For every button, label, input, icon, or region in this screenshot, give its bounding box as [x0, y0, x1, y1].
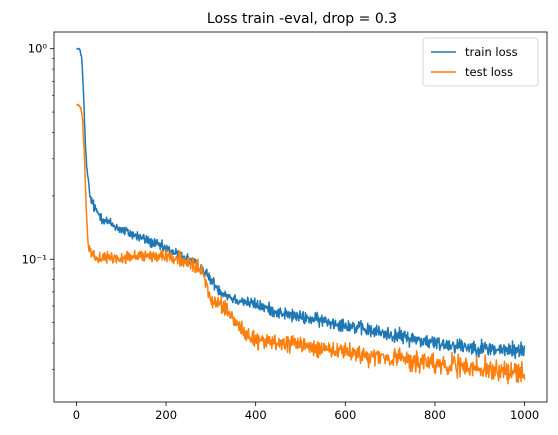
x-tick-label: 0: [73, 408, 80, 422]
x-axis: 0 200 400 600 800 1000: [73, 402, 539, 422]
series-line-1: [76, 103, 526, 385]
plot-area: [76, 47, 526, 385]
legend-box: [422, 37, 539, 87]
x-tick-label: 800: [424, 408, 446, 422]
chart-title: Loss train -eval, drop = 0.3: [207, 11, 397, 27]
y-tick-label: 10⁰: [28, 42, 48, 56]
axes-border: [53, 31, 548, 403]
legend-label: test loss: [465, 65, 513, 79]
series-line-0: [76, 47, 526, 360]
legend-label: train loss: [465, 45, 518, 59]
legend: train loss test loss: [422, 37, 539, 87]
x-tick-label: 600: [334, 408, 356, 422]
y-axis: 10⁰ 10⁻¹: [22, 42, 54, 370]
y-tick-label: 10⁻¹: [22, 252, 47, 266]
x-tick-label: 200: [155, 408, 177, 422]
axes-frame: [53, 31, 548, 403]
x-tick-label: 400: [245, 408, 267, 422]
x-tick-label: 1000: [510, 408, 539, 422]
